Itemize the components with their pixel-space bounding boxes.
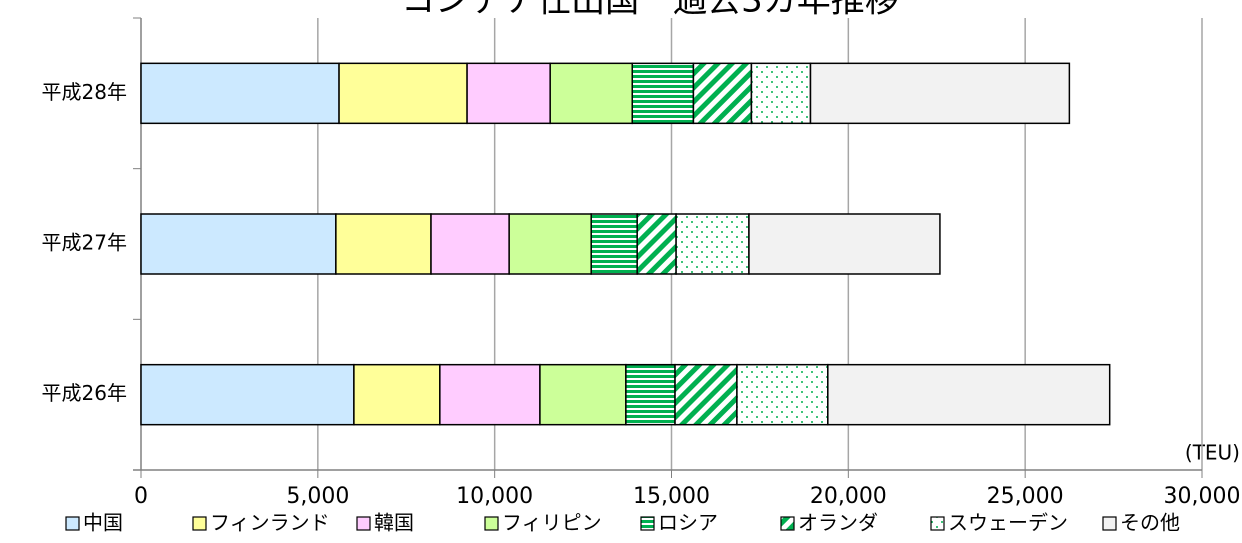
bar-segment <box>140 62 340 125</box>
bar-segment <box>140 213 337 275</box>
legend-label: 中国 <box>83 511 123 535</box>
bar-segment <box>692 62 753 125</box>
bar-segment <box>508 213 592 275</box>
y-tick-label: 平成28年 <box>42 80 127 104</box>
bar-segment <box>590 213 638 275</box>
y-tick-label: 平成26年 <box>42 381 127 405</box>
bar-segment <box>809 62 1071 125</box>
bar-segment <box>636 213 677 275</box>
legend-swatch <box>192 516 207 531</box>
x-tick-label: 30,000 <box>1164 484 1241 509</box>
bar-segment <box>750 62 812 125</box>
legend-swatch <box>780 516 795 531</box>
bar-segment <box>827 363 1111 426</box>
x-tick-label: 15,000 <box>633 484 710 509</box>
x-tick-label: 5,000 <box>286 484 349 509</box>
bar-segment <box>748 213 941 275</box>
x-tick-label: 0 <box>134 484 148 509</box>
x-tick-label: 10,000 <box>456 484 533 509</box>
chart-title: コンテナ仕出国 過去3カ年推移 <box>401 0 899 21</box>
legend-swatch <box>930 516 945 531</box>
bar-segment <box>631 62 695 125</box>
legend-label: オランダ <box>798 511 878 535</box>
legend-swatch <box>640 516 655 531</box>
legend-swatch <box>356 516 371 531</box>
bar-segment <box>539 363 627 426</box>
bar-segment <box>549 62 633 125</box>
bar-segment <box>140 363 355 426</box>
bar-segment <box>335 213 432 275</box>
legend-label: その他 <box>1120 511 1180 535</box>
bar-segment <box>674 363 738 426</box>
legend-label: フィンランド <box>210 511 330 535</box>
bar-segment <box>466 62 551 125</box>
legend-label: フィリピン <box>502 511 602 535</box>
legend-swatch <box>1102 516 1117 531</box>
bar-segment <box>338 62 468 125</box>
legend-label: ロシア <box>658 511 718 535</box>
bar-segment <box>736 363 829 426</box>
bar-segment <box>675 213 750 275</box>
legend-label: 韓国 <box>374 511 414 535</box>
y-tick-label: 平成27年 <box>42 231 127 255</box>
bar-segment <box>430 213 510 275</box>
legend-swatch <box>484 516 499 531</box>
unit-label: (TEU) <box>1185 441 1240 465</box>
bar-segment <box>353 363 441 426</box>
legend-swatch <box>65 516 80 531</box>
x-tick-label: 25,000 <box>987 484 1064 509</box>
bar-segment <box>625 363 676 426</box>
bar-segment <box>439 363 541 426</box>
x-tick-label: 20,000 <box>810 484 887 509</box>
legend-label: スウェーデン <box>948 511 1068 535</box>
